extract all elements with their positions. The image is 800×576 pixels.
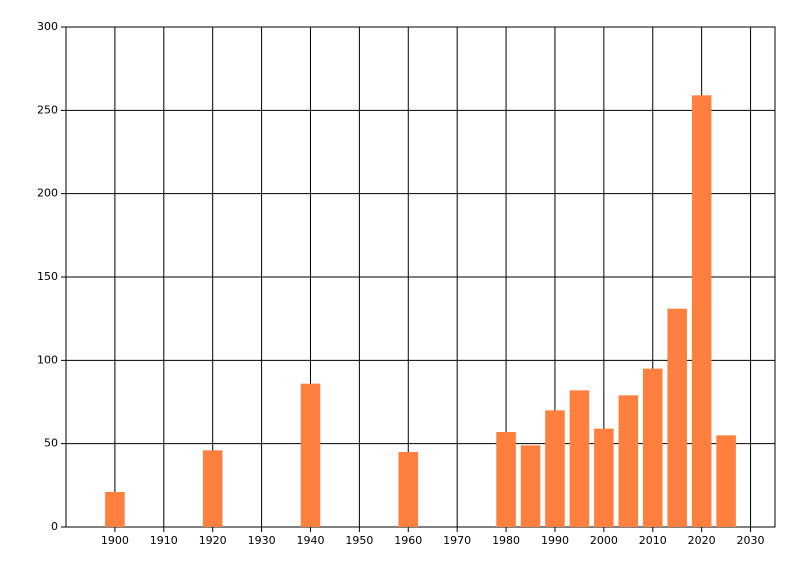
x-tick-label: 2010	[639, 534, 667, 547]
bar	[618, 395, 639, 527]
x-tick-label: 1970	[443, 534, 471, 547]
x-tick-label: 1980	[492, 534, 520, 547]
bar	[545, 410, 565, 527]
x-tick-label: 1990	[541, 534, 569, 547]
bar	[398, 452, 419, 527]
x-tick-label: 2000	[590, 534, 618, 547]
bar	[642, 368, 663, 527]
x-tick-label: 1900	[101, 534, 129, 547]
x-tick-label: 2030	[737, 534, 765, 547]
y-tick-label: 0	[51, 520, 58, 533]
x-tick-label: 1950	[345, 534, 373, 547]
y-tick-label: 50	[44, 437, 58, 450]
x-tick-label: 1940	[296, 534, 324, 547]
bar	[667, 308, 687, 527]
bar	[202, 450, 223, 527]
bar	[496, 432, 516, 527]
bar	[520, 445, 541, 527]
x-tick-label: 1910	[150, 534, 178, 547]
x-tick-label: 2020	[688, 534, 716, 547]
bar	[569, 390, 590, 527]
x-tick-label: 1920	[199, 534, 227, 547]
y-tick-label: 250	[37, 103, 58, 116]
y-tick-label: 200	[37, 187, 58, 200]
bar	[691, 95, 712, 527]
bar	[716, 435, 736, 527]
x-tick-label: 1960	[394, 534, 422, 547]
bar	[105, 492, 125, 527]
y-tick-label: 100	[37, 353, 58, 366]
y-tick-label: 150	[37, 270, 58, 283]
bar	[300, 383, 321, 527]
y-tick-label: 300	[37, 20, 58, 33]
bar	[594, 428, 614, 527]
x-tick-label: 1930	[248, 534, 276, 547]
